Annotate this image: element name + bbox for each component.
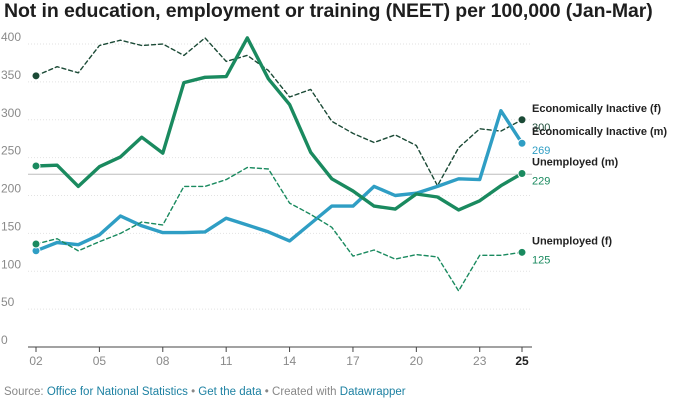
separator: • (187, 386, 199, 398)
x-tick-label: 08 (156, 354, 170, 368)
y-tick-label: 200 (1, 182, 21, 196)
series-end-point-2 (517, 169, 527, 179)
x-tick-label: 25 (515, 354, 529, 368)
x-axis: 02 05 08 11 14 17 20 23 25 (29, 347, 529, 368)
series-name-label-2: Unemployed (m) (532, 157, 619, 169)
x-tick-label: 17 (346, 354, 360, 368)
gridlines (28, 43, 532, 348)
y-tick-label: 150 (1, 219, 21, 233)
x-tick-label: 20 (410, 354, 424, 368)
series-line-2 (34, 36, 524, 212)
y-tick-label: 300 (1, 106, 21, 120)
series-labels: Economically Inactive (f) 300Economically… (532, 103, 667, 267)
series-name-label-0: Economically Inactive (f) (532, 103, 661, 115)
series-value-label-2: 229 (532, 176, 550, 188)
series-end-point-3 (517, 247, 527, 257)
y-tick-label: 50 (1, 295, 15, 309)
y-tick-label: 0 (1, 333, 8, 347)
series-line-0 (35, 37, 523, 187)
x-tick-label: 05 (93, 354, 107, 368)
y-axis: 0 50 100 150 200 250 300 350 400 (1, 30, 21, 347)
series-end-point-0 (517, 115, 527, 125)
series-name-label-1: Economically Inactive (m) (532, 126, 667, 138)
get-data-link[interactable]: Get the data (198, 386, 262, 398)
series-start-point-3 (31, 239, 41, 249)
series-value-label-1: 269 (532, 145, 550, 157)
x-tick-label: 14 (283, 354, 297, 368)
series-line-3 (35, 166, 523, 292)
x-tick-label: 11 (220, 354, 233, 368)
y-tick-label: 350 (1, 68, 21, 82)
series-name-label-3: Unemployed (f) (532, 235, 612, 247)
footer: Source: Office for National Statistics •… (4, 386, 406, 398)
source-link[interactable]: Office for National Statistics (46, 386, 188, 398)
source-label: Source: (4, 386, 47, 398)
series-lines (31, 36, 527, 292)
series-end-point-1 (517, 138, 527, 148)
created-with-label: • Created with (261, 386, 340, 398)
datawrapper-link[interactable]: Datawrapper (339, 386, 406, 398)
y-tick-label: 400 (1, 30, 21, 44)
series-value-label-3: 125 (532, 254, 550, 266)
series-start-point-0 (31, 71, 41, 81)
series-line-1 (34, 108, 524, 253)
series-start-point-2 (31, 161, 41, 171)
chart-title: Not in education, employment or training… (4, 0, 653, 22)
series-value-label-0: 300 (532, 122, 550, 134)
x-tick-label: 02 (29, 354, 43, 368)
x-tick-label: 23 (473, 354, 487, 368)
y-tick-label: 100 (1, 257, 21, 271)
y-tick-label: 250 (1, 144, 21, 158)
